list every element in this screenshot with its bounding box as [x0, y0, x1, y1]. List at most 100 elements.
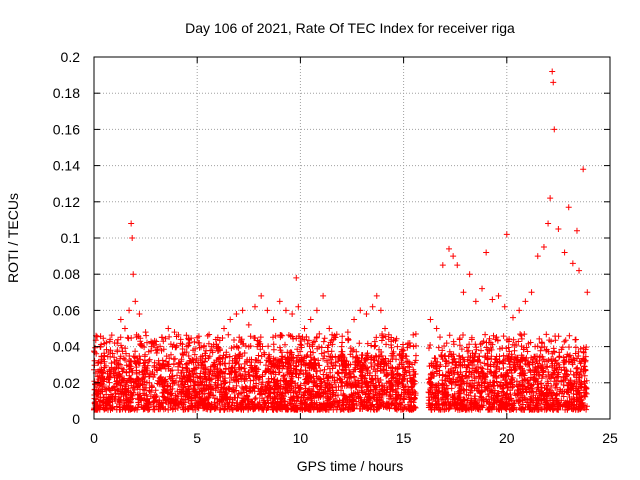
data-point	[276, 298, 283, 305]
data-points	[93, 68, 591, 359]
data-point	[121, 325, 128, 332]
data-point	[439, 262, 446, 269]
data-point	[320, 292, 327, 299]
data-point	[270, 316, 277, 323]
y-tick-label: 0.14	[53, 158, 80, 174]
data-point	[357, 307, 364, 314]
data-point	[565, 204, 572, 211]
data-point	[126, 307, 133, 314]
y-axis-label: ROTI / TECUs	[5, 193, 21, 283]
data-point	[412, 352, 419, 359]
data-point	[483, 249, 490, 256]
y-tick-label: 0.16	[53, 121, 80, 137]
data-point	[454, 262, 461, 269]
data-point	[377, 307, 384, 314]
data-point	[301, 325, 308, 332]
x-tick-label: 15	[396, 430, 412, 446]
data-point	[171, 329, 178, 336]
data-point	[460, 289, 467, 296]
data-point	[190, 347, 197, 354]
dense-data-band	[91, 330, 590, 413]
data-point	[555, 225, 562, 232]
data-point	[561, 249, 568, 256]
data-point	[142, 329, 149, 336]
data-point	[394, 343, 401, 350]
data-point	[479, 285, 486, 292]
data-point	[107, 347, 114, 354]
data-point	[549, 68, 556, 75]
data-point	[573, 227, 580, 234]
y-tick-label: 0.1	[61, 230, 81, 246]
data-point	[516, 307, 523, 314]
data-point	[136, 311, 143, 318]
data-point	[111, 339, 118, 346]
data-point	[433, 325, 440, 332]
data-point	[522, 298, 529, 305]
data-point	[550, 79, 557, 86]
data-point	[363, 311, 370, 318]
data-point	[338, 343, 345, 350]
y-tick-label: 0.02	[53, 375, 80, 391]
data-point	[534, 253, 541, 260]
x-tick-label: 25	[602, 430, 618, 446]
data-point	[576, 267, 583, 274]
y-tick-label: 0.12	[53, 194, 80, 210]
y-tick-label: 0	[72, 411, 80, 427]
data-point	[545, 220, 552, 227]
data-point	[388, 334, 395, 341]
data-point	[258, 292, 265, 299]
x-tick-label: 0	[90, 430, 98, 446]
data-point	[101, 352, 108, 359]
data-point	[584, 289, 591, 296]
y-tick-label: 0.06	[53, 302, 80, 318]
data-point	[373, 292, 380, 299]
y-tick-label: 0.18	[53, 85, 80, 101]
data-point	[129, 235, 136, 241]
data-point	[221, 325, 228, 332]
data-point	[214, 334, 221, 341]
data-point	[183, 343, 190, 350]
dense-band-markers	[91, 330, 590, 413]
data-point	[580, 166, 587, 173]
data-point	[540, 244, 547, 251]
data-point	[233, 311, 240, 318]
data-point	[245, 321, 252, 328]
data-point	[503, 231, 510, 238]
data-point	[289, 311, 296, 318]
data-point	[251, 303, 258, 310]
x-axis-ticks: 0 5 10 15 20 25	[90, 57, 618, 446]
data-point	[547, 195, 554, 202]
data-point	[295, 303, 302, 310]
x-tick-label: 10	[293, 430, 309, 446]
data-point	[472, 298, 479, 305]
y-tick-label: 0.08	[53, 266, 80, 282]
data-point	[332, 334, 339, 341]
x-tick-label: 20	[499, 430, 515, 446]
data-point	[427, 316, 434, 323]
data-point	[152, 347, 159, 354]
data-point	[227, 316, 234, 323]
data-point	[466, 271, 473, 278]
data-point	[159, 334, 166, 341]
data-point	[239, 307, 246, 314]
chart-title: Day 106 of 2021, Rate Of TEC Index for r…	[185, 20, 515, 36]
data-point	[196, 339, 203, 346]
data-point	[177, 336, 184, 343]
data-point	[307, 316, 314, 323]
data-point	[446, 245, 453, 252]
x-tick-label: 5	[193, 430, 201, 446]
data-point	[551, 126, 558, 133]
data-point	[400, 347, 407, 354]
data-point	[569, 260, 576, 267]
data-point	[406, 339, 413, 346]
data-point	[264, 307, 271, 314]
data-point	[528, 289, 535, 296]
data-point	[165, 325, 172, 332]
data-point	[132, 298, 139, 305]
data-point	[293, 274, 300, 281]
data-point	[202, 352, 209, 359]
y-tick-label: 0.04	[53, 339, 80, 355]
data-point	[326, 325, 333, 332]
data-point	[351, 316, 358, 323]
